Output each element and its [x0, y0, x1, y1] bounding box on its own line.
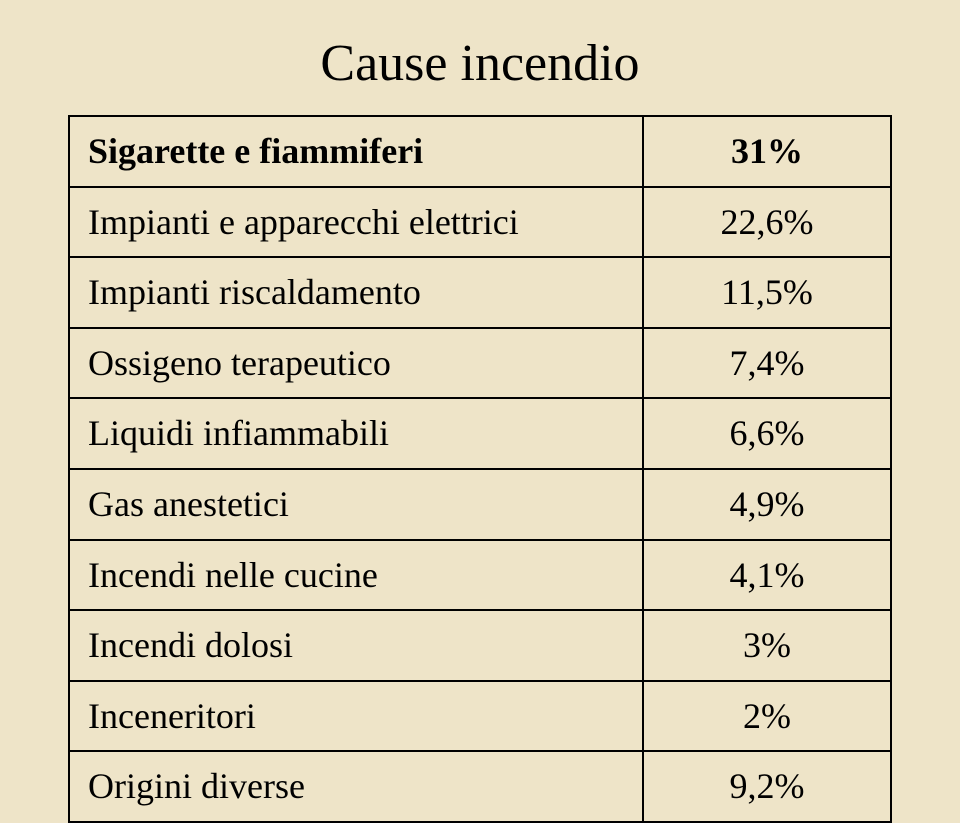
cause-percent: 4,1% [643, 540, 891, 611]
table-row: Ossigeno terapeutico7,4% [69, 328, 891, 399]
cause-label: Liquidi infiammabili [69, 398, 643, 469]
cause-label: Incendi nelle cucine [69, 540, 643, 611]
table-row: Liquidi infiammabili6,6% [69, 398, 891, 469]
cause-percent: 7,4% [643, 328, 891, 399]
table-row: Incendi nelle cucine4,1% [69, 540, 891, 611]
table-row: Incendi dolosi3% [69, 610, 891, 681]
table-row: Sigarette e fiammiferi31% [69, 116, 891, 187]
cause-label: Incendi dolosi [69, 610, 643, 681]
cause-label: Gas anestetici [69, 469, 643, 540]
cause-label: Sigarette e fiammiferi [69, 116, 643, 187]
table-row: Impianti riscaldamento11,5% [69, 257, 891, 328]
cause-label: Impianti riscaldamento [69, 257, 643, 328]
cause-percent: 2% [643, 681, 891, 752]
table-row: Inceneritori2% [69, 681, 891, 752]
cause-percent: 22,6% [643, 187, 891, 258]
table-row: Origini diverse9,2% [69, 751, 891, 822]
cause-percent: 4,9% [643, 469, 891, 540]
cause-percent: 9,2% [643, 751, 891, 822]
cause-percent: 6,6% [643, 398, 891, 469]
slide: Cause incendio Sigarette e fiammiferi31%… [0, 0, 960, 718]
cause-percent: 31% [643, 116, 891, 187]
causes-table: Sigarette e fiammiferi31%Impianti e appa… [68, 115, 892, 823]
cause-label: Impianti e apparecchi elettrici [69, 187, 643, 258]
table-row: Impianti e apparecchi elettrici22,6% [69, 187, 891, 258]
table-row: Gas anestetici4,9% [69, 469, 891, 540]
cause-label: Origini diverse [69, 751, 643, 822]
cause-percent: 3% [643, 610, 891, 681]
page-title: Cause incendio [68, 34, 892, 93]
cause-label: Inceneritori [69, 681, 643, 752]
cause-label: Ossigeno terapeutico [69, 328, 643, 399]
cause-percent: 11,5% [643, 257, 891, 328]
